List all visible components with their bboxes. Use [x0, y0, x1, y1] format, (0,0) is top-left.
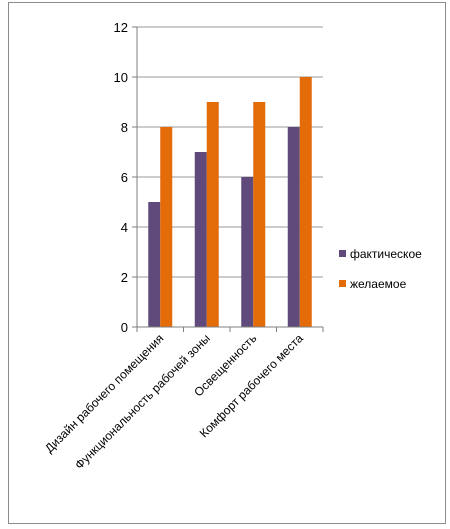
bar-actual [287, 127, 300, 327]
y-tick-label: 12 [114, 20, 128, 35]
y-tick-label: 8 [121, 120, 128, 135]
chart-frame: 0 2 4 6 8 10 12 Дизайн рабочего помещения Функц… [8, 2, 446, 524]
y-tick-label: 0 [121, 320, 128, 335]
bar-desired [206, 102, 219, 327]
legend-label-desired: желаемое [350, 277, 407, 291]
bar-desired [299, 77, 312, 327]
legend-swatch-actual [339, 250, 346, 257]
bar-actual [194, 152, 207, 327]
axes [132, 26, 324, 332]
y-tick-label: 2 [121, 270, 128, 285]
bar-desired [160, 127, 173, 327]
y-tick-label: 10 [114, 70, 128, 85]
bar-actual [241, 177, 254, 327]
x-axis-ticks: Дизайн рабочего помещенияФункциональност… [42, 331, 306, 472]
y-axis-ticks: 0 2 4 6 8 10 12 [114, 20, 128, 335]
legend: фактическое желаемое [339, 247, 422, 291]
y-tick-label: 4 [121, 220, 128, 235]
legend-label-actual: фактическое [350, 247, 422, 261]
legend-swatch-desired [339, 280, 346, 287]
bar-actual [148, 202, 161, 327]
bar-desired [253, 102, 266, 327]
bar-chart: 0 2 4 6 8 10 12 Дизайн рабочего помещенияФункц… [42, 20, 422, 472]
bars [148, 77, 312, 327]
y-tick-label: 6 [121, 170, 128, 185]
